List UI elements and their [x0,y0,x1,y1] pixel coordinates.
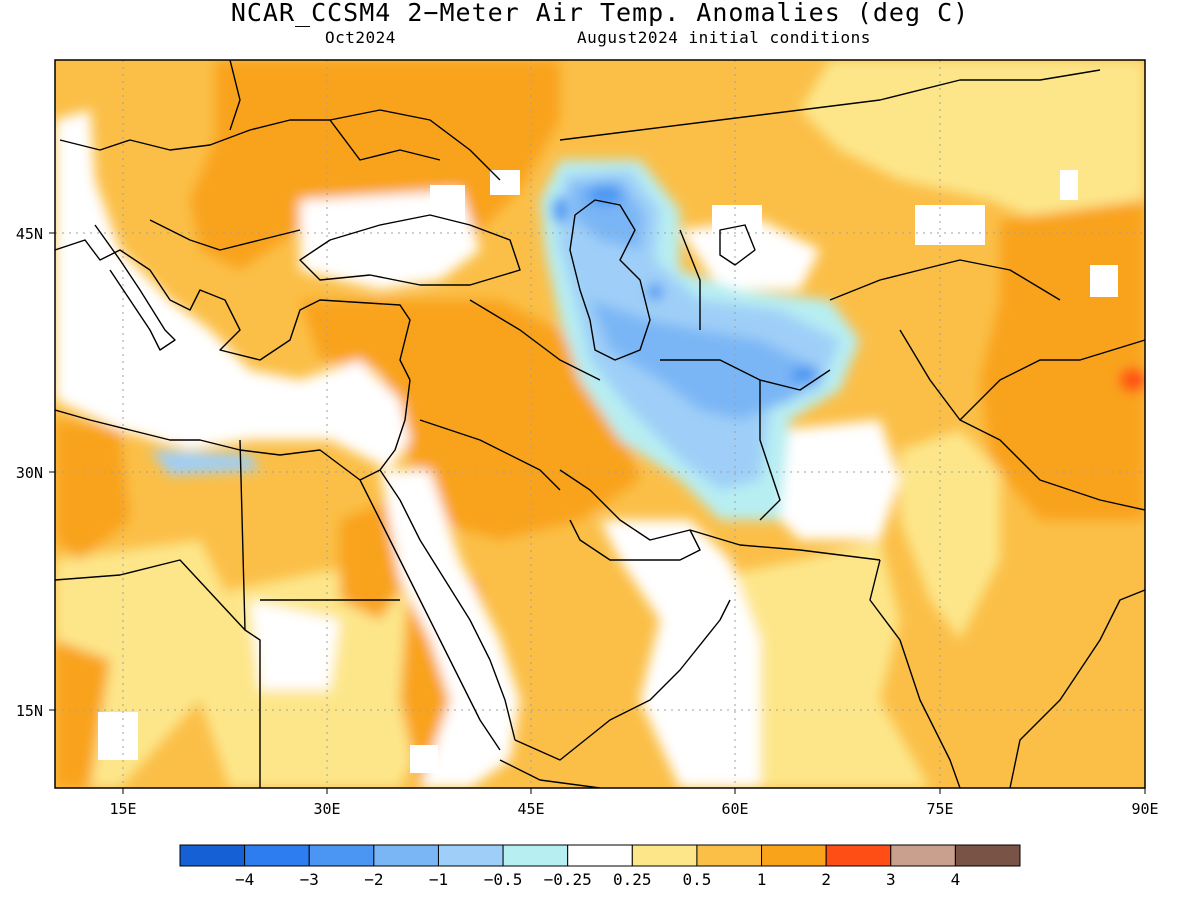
lon-tick-label: 30E [313,800,340,818]
anomaly-field [55,60,1145,788]
initial-conditions-label: August2024 initial conditions [577,28,871,47]
colorbar-swatch [502,844,569,867]
lon-tick-label: 60E [721,800,748,818]
colorbar-swatch [631,844,698,867]
lon-tick-label: 45E [517,800,544,818]
colorbar-label: −3 [300,870,319,889]
map-title: NCAR_CCSM4 2−Meter Air Temp. Anomalies (… [230,0,970,27]
coastlines [55,60,1145,788]
valid-month-label: Oct2024 [325,28,396,47]
colorbar-label: −2 [364,870,383,889]
colorbar-label: 0.25 [613,870,652,889]
colorbar-label: −4 [235,870,254,889]
colorbar-swatch [308,844,375,867]
map-frame [54,59,1146,789]
lat-tick-label: 45N [16,225,43,243]
map-gridlines [55,60,1145,788]
colorbar-label: 0.5 [682,870,711,889]
colorbar-swatch [373,844,439,867]
colorbar-label: 1 [757,870,767,889]
colorbar-legend: −4 −3 −2 −1 −0.5 −0.25 0.25 0.5 1 2 3 4 [179,844,1021,889]
lat-tick-label: 15N [16,702,43,720]
lat-tick-label: 30N [16,464,43,482]
colorbar-swatch [696,844,763,867]
colorbar-label: −0.25 [544,870,592,889]
colorbar-swatch [179,844,246,867]
colorbar-label: 4 [951,870,961,889]
colorbar-swatch [954,844,1021,867]
colorbar-swatch [761,844,827,867]
colorbar-swatch [244,844,310,867]
colorbar-swatch [437,844,504,867]
lon-tick-label: 75E [926,800,953,818]
lon-tick-label: 90E [1131,800,1158,818]
colorbar-swatch [890,844,956,867]
colorbar-label: 3 [886,870,896,889]
colorbar-label: −0.5 [484,870,523,889]
colorbar-label: −1 [429,870,448,889]
colorbar-label: 2 [821,870,831,889]
lon-tick-label: 15E [109,800,136,818]
colorbar-swatch [825,844,892,867]
colorbar-swatch [567,844,633,867]
